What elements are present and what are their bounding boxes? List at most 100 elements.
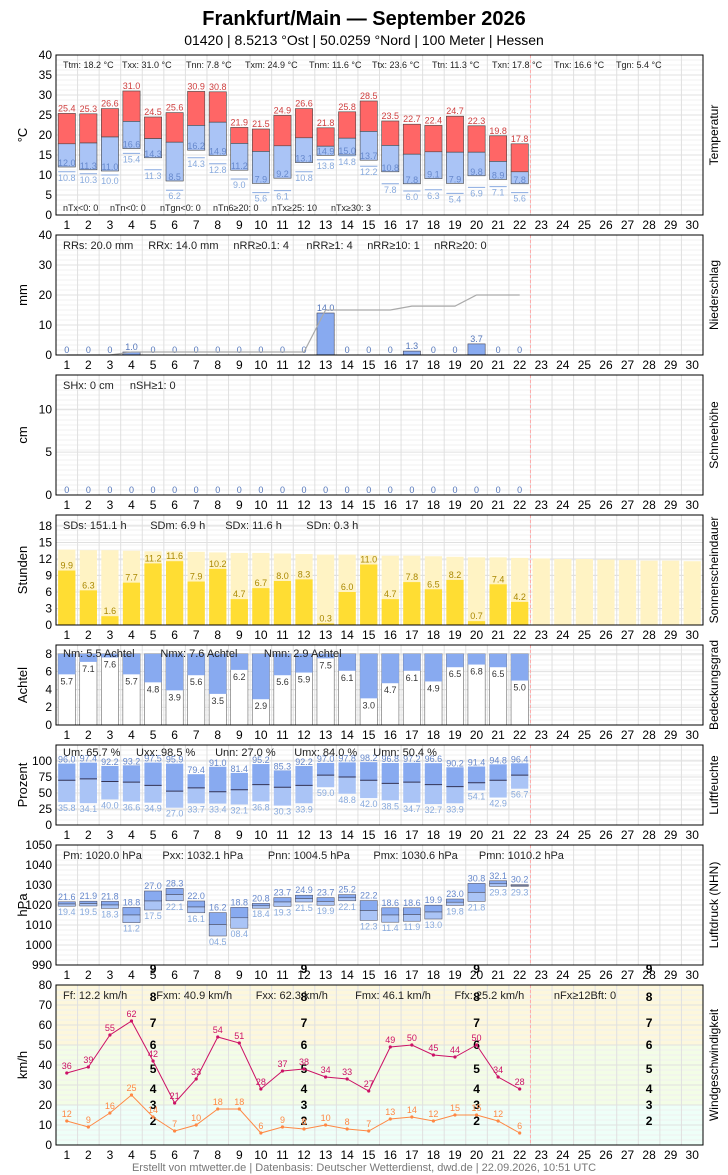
- wind-point: [431, 1119, 436, 1123]
- value-label: 16.2: [209, 903, 227, 913]
- value-label: 0: [215, 485, 220, 495]
- tmin-bar: [100, 136, 119, 172]
- hum-upper-bar: [360, 762, 378, 781]
- y-tick-label: 1050: [25, 838, 52, 852]
- hum-lower-bar: [489, 780, 507, 798]
- x-tick-label: 15: [362, 358, 376, 372]
- value-label: 14: [407, 1105, 417, 1115]
- x-tick-label: 7: [193, 218, 200, 232]
- x-tick-label: 21: [491, 828, 505, 842]
- sun-bar: [187, 581, 205, 625]
- bft-label: 5: [150, 1062, 157, 1076]
- x-tick-label: 25: [578, 498, 592, 512]
- value-label: 5.7: [125, 676, 138, 686]
- y-tick-label: 20: [39, 1098, 53, 1112]
- x-tick-label: 5: [150, 1148, 157, 1162]
- value-label: 97.4: [80, 754, 98, 764]
- snow-panel: 0 5 10 0 0 0 0 0 0 0 0 0 0 0 0 0 0 0 0 0 0 0 0 0 0 SHx: 0 cm nSH≥1…: [15, 374, 721, 512]
- x-tick-label: 14: [340, 218, 354, 232]
- x-tick-label: 4: [128, 218, 135, 232]
- tmin-label: 16.2: [187, 141, 205, 151]
- value-label: 9: [280, 1115, 285, 1125]
- tmax-bar: [316, 127, 335, 147]
- panel-frame: [55, 374, 704, 496]
- x-tick-label: 17: [405, 968, 419, 982]
- tmax-label: 24.5: [144, 107, 162, 117]
- stat-label: RRs: 20.0 mm: [63, 240, 133, 252]
- value-label: 6.1: [341, 673, 354, 683]
- tmin-label: 11.0: [101, 162, 118, 172]
- x-tick-label: 24: [556, 358, 570, 372]
- bft-label: 3: [301, 1098, 308, 1112]
- value-label: 22.2: [360, 891, 378, 901]
- tmin-bar: [446, 151, 464, 184]
- x-tick-label: 14: [340, 968, 354, 982]
- x-tick-label: 9: [236, 358, 243, 372]
- x-tick-label: 11: [276, 828, 289, 842]
- value-label: 13: [385, 1107, 395, 1117]
- x-tick-label: 30: [686, 628, 700, 642]
- p-upper-bar: [295, 894, 313, 899]
- wind-point: [388, 1117, 392, 1121]
- x-tick-label: 14: [340, 358, 354, 372]
- footer-credits: Erstellt von mtwetter.de | Datenbasis: D…: [132, 1162, 596, 1174]
- panel-frame: [55, 744, 704, 826]
- cloud-bar: [252, 653, 270, 700]
- y-tick-label: 1040: [25, 858, 52, 872]
- value-label: 96.8: [382, 754, 400, 764]
- y-tick-label: 40: [39, 228, 53, 242]
- value-label: 23.0: [446, 889, 464, 899]
- x-tick-label: 2: [85, 968, 92, 982]
- p-lower-bar: [295, 898, 313, 903]
- value-label: 0: [129, 485, 134, 495]
- x-tick-label: 5: [150, 828, 157, 842]
- value-label: 29.3: [511, 887, 529, 897]
- x-tick-label: 9: [236, 968, 243, 982]
- x-tick-label: 27: [621, 218, 635, 232]
- value-label: 38: [299, 1057, 309, 1067]
- value-label: 6.5: [427, 579, 440, 589]
- tmax-label: 28.5: [360, 91, 378, 101]
- value-label: 0: [64, 485, 69, 495]
- value-label: 11.6: [166, 551, 183, 561]
- x-tick-label: 18: [427, 828, 441, 842]
- tg-label: 14.3: [187, 159, 205, 169]
- value-label: 97.2: [403, 754, 421, 764]
- y-tick-label: 60: [39, 1018, 53, 1032]
- p-lower-bar: [446, 901, 464, 906]
- x-tick-label: 30: [686, 728, 700, 742]
- x-tick-label: 11: [276, 1148, 289, 1162]
- tmax-bar: [79, 113, 98, 144]
- precipitation-panel: 0 10 20 30 40 0 0 0 1.0 0 0 0 0 0 0 0 0 14.0 0 0 0 1.3 0 0 3.7 0 0…: [15, 228, 721, 372]
- value-label: 19.3: [274, 907, 292, 917]
- tmin-label: 11.3: [80, 161, 97, 171]
- x-tick-label: 12: [297, 828, 311, 842]
- tmin-bar: [338, 137, 357, 156]
- x-tick-label: 1: [63, 358, 70, 372]
- value-label: 38.5: [382, 801, 400, 811]
- y-tick-label: 0: [45, 718, 52, 732]
- stat-label: Pmx: 1030.6 hPa: [373, 850, 458, 862]
- value-label: 32.1: [231, 805, 249, 815]
- tmax-bar: [424, 125, 443, 153]
- x-tick-label: 13: [319, 218, 333, 232]
- p-lower-bar: [230, 917, 249, 929]
- value-label: 6: [517, 1121, 522, 1131]
- x-tick-label: 17: [405, 498, 419, 512]
- wind-point: [86, 1065, 90, 1069]
- x-tick-label: 14: [340, 728, 354, 742]
- x-tick-label: 27: [621, 828, 635, 842]
- hum-lower-bar: [144, 785, 162, 803]
- tmax-label: 23.5: [382, 111, 400, 121]
- value-label: 0: [86, 485, 91, 495]
- x-tick-label: 20: [470, 1148, 484, 1162]
- precip-bar: [467, 343, 486, 356]
- x-tick-label: 2: [85, 828, 92, 842]
- value-label: 3.0: [362, 700, 375, 710]
- value-label: 0: [302, 345, 307, 355]
- tmax-bar: [187, 91, 206, 126]
- x-tick-label: 28: [642, 498, 656, 512]
- tmin-label: 7.9: [449, 174, 462, 184]
- hum-upper-bar: [230, 772, 248, 790]
- x-tick-label: 15: [362, 218, 376, 232]
